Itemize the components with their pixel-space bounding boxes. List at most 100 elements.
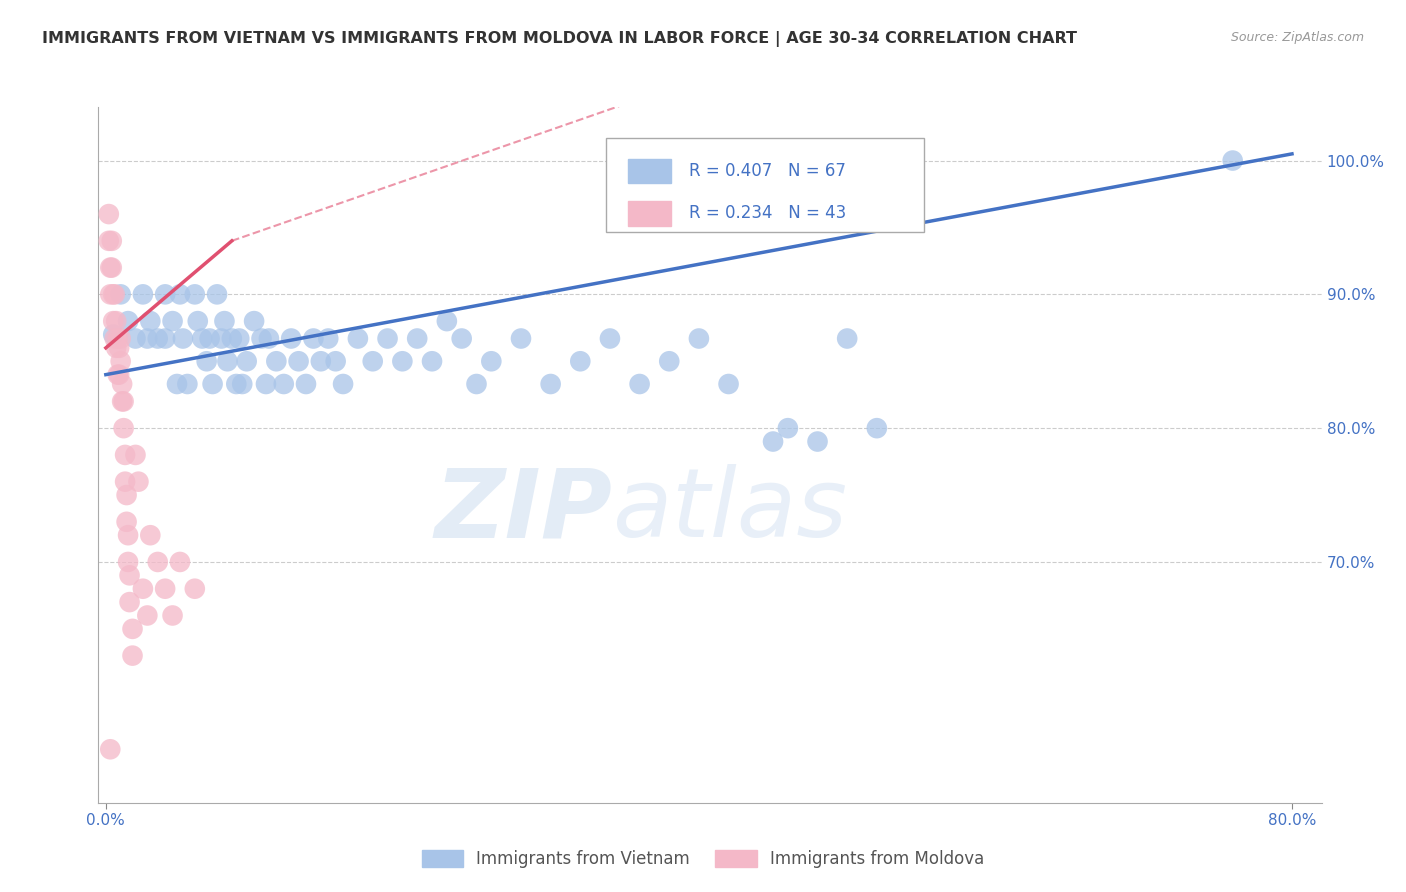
Point	[540, 377, 562, 392]
Point	[100, 260, 122, 275]
Point	[108, 341, 131, 355]
Point	[295, 377, 318, 392]
Point	[762, 434, 785, 449]
Point	[136, 608, 159, 623]
Text: R = 0.407   N = 67: R = 0.407 N = 67	[689, 162, 846, 180]
Point	[205, 287, 228, 301]
Point	[214, 314, 236, 328]
Point	[111, 377, 134, 392]
Point	[347, 332, 370, 346]
Point	[166, 377, 188, 392]
Legend: Immigrants from Vietnam, Immigrants from Moldova: Immigrants from Vietnam, Immigrants from…	[415, 843, 991, 875]
Point	[361, 354, 384, 368]
Point	[391, 354, 413, 368]
Point	[162, 608, 184, 623]
Point	[132, 582, 155, 596]
Point	[97, 234, 120, 248]
Point	[103, 314, 125, 328]
Point	[105, 341, 128, 355]
FancyBboxPatch shape	[606, 138, 924, 232]
Point	[302, 332, 325, 346]
Point	[195, 354, 218, 368]
Point	[105, 314, 128, 328]
Point	[146, 332, 169, 346]
Point	[153, 582, 176, 596]
Point	[104, 287, 127, 301]
Point	[121, 648, 143, 663]
Point	[287, 354, 309, 368]
Point	[169, 287, 191, 301]
Point	[110, 332, 132, 346]
Point	[776, 421, 799, 435]
Point	[136, 332, 159, 346]
Point	[100, 234, 122, 248]
Bar	[628, 159, 671, 184]
Point	[479, 354, 502, 368]
Point	[201, 377, 224, 392]
Point	[117, 528, 139, 542]
Point	[153, 332, 176, 346]
Bar	[628, 202, 671, 226]
Point	[465, 377, 488, 392]
Point	[114, 448, 136, 462]
Text: Source: ZipAtlas.com: Source: ZipAtlas.com	[1230, 31, 1364, 45]
Point	[115, 515, 138, 529]
Point	[132, 287, 155, 301]
Point	[1222, 153, 1244, 168]
Point	[436, 314, 458, 328]
Point	[717, 377, 740, 392]
Point	[127, 475, 149, 489]
Point	[658, 354, 681, 368]
Point	[118, 568, 141, 582]
Point	[98, 287, 121, 301]
Point	[266, 354, 288, 368]
Point	[110, 354, 132, 368]
Point	[198, 332, 221, 346]
Point	[325, 354, 347, 368]
Point	[111, 394, 134, 409]
Point	[115, 488, 138, 502]
Point	[806, 434, 828, 449]
Point	[217, 354, 239, 368]
Point	[280, 332, 302, 346]
Point	[124, 448, 146, 462]
Point	[211, 332, 233, 346]
Point	[146, 555, 169, 569]
Point	[110, 287, 132, 301]
Point	[103, 327, 125, 342]
Point	[187, 314, 209, 328]
Point	[139, 314, 162, 328]
Text: atlas: atlas	[612, 464, 848, 558]
Text: IMMIGRANTS FROM VIETNAM VS IMMIGRANTS FROM MOLDOVA IN LABOR FORCE | AGE 30-34 CO: IMMIGRANTS FROM VIETNAM VS IMMIGRANTS FR…	[42, 31, 1077, 47]
Point	[254, 377, 277, 392]
Point	[688, 332, 710, 346]
Point	[377, 332, 399, 346]
Point	[221, 332, 243, 346]
Point	[273, 377, 295, 392]
Point	[103, 287, 125, 301]
Point	[510, 332, 533, 346]
Point	[184, 287, 207, 301]
Point	[124, 332, 146, 346]
Text: ZIP: ZIP	[434, 464, 612, 558]
Point	[628, 377, 651, 392]
Point	[97, 207, 120, 221]
Point	[866, 421, 889, 435]
Point	[162, 314, 184, 328]
Point	[107, 332, 129, 346]
Point	[243, 314, 266, 328]
Point	[599, 332, 621, 346]
Point	[112, 394, 135, 409]
Point	[250, 332, 273, 346]
Point	[98, 742, 121, 756]
Text: R = 0.234   N = 43: R = 0.234 N = 43	[689, 204, 846, 222]
Point	[450, 332, 472, 346]
Point	[309, 354, 332, 368]
Point	[837, 332, 859, 346]
Point	[98, 260, 121, 275]
Point	[172, 332, 194, 346]
Point	[114, 475, 136, 489]
Point	[104, 332, 127, 346]
Point	[257, 332, 280, 346]
Point	[235, 354, 257, 368]
